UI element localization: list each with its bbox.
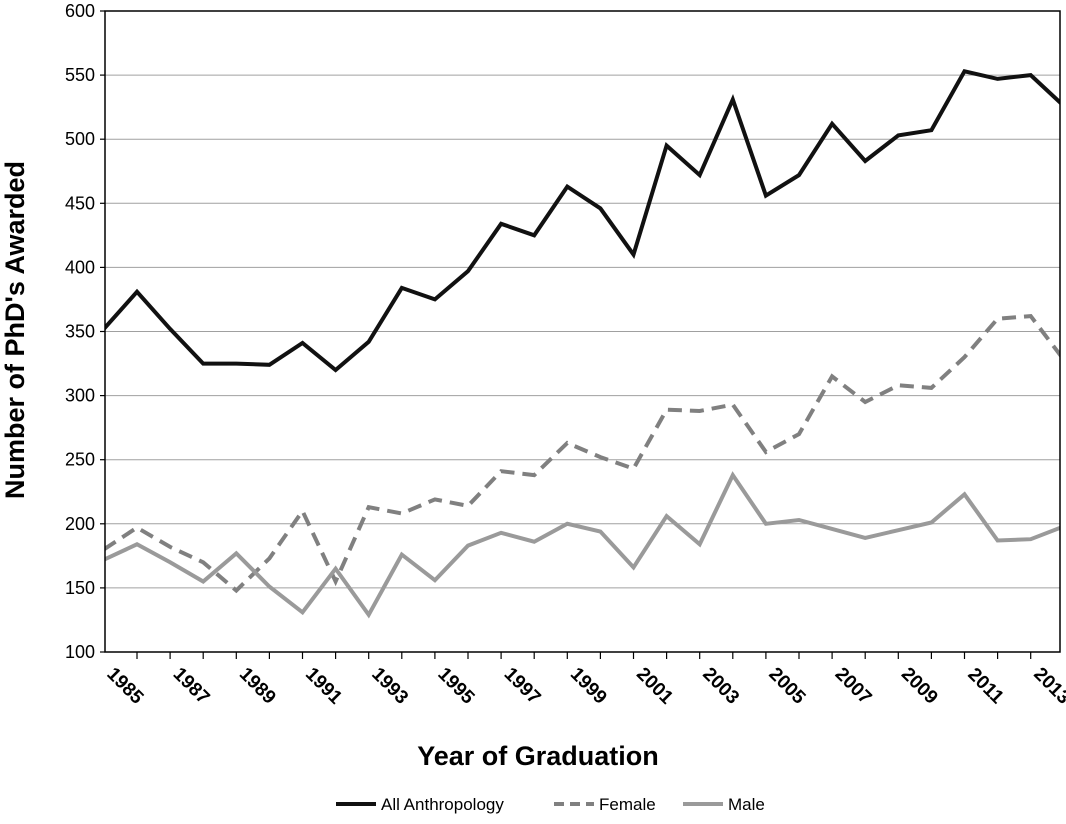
series-line-male <box>105 471 1060 619</box>
legend: All Anthropology Female Male <box>336 795 765 814</box>
legend-label-male: Male <box>728 795 765 814</box>
x-tick-label: 2011 <box>963 664 1007 708</box>
x-tick-label: 1989 <box>235 664 280 709</box>
x-tick-label: 1991 <box>301 664 346 709</box>
x-tick-label: 1995 <box>434 664 479 709</box>
x-tick-label: 2007 <box>831 664 876 709</box>
x-tick-label: 1999 <box>566 664 611 709</box>
y-tick-label: 200 <box>65 514 95 534</box>
series-line-all-anthropology <box>105 69 1060 373</box>
y-tick-label: 350 <box>65 322 95 342</box>
y-tick-label: 550 <box>65 65 95 85</box>
y-tick-label: 600 <box>65 1 95 21</box>
legend-label-all-anthropology: All Anthropology <box>381 795 504 814</box>
y-tick-label: 100 <box>65 642 95 662</box>
legend-label-female: Female <box>599 795 656 814</box>
y-axis-label: Number of PhD's Awarded <box>0 161 30 499</box>
x-tick-label: 2009 <box>897 664 942 709</box>
x-tick-label: 2003 <box>698 664 743 709</box>
y-tick-label: 450 <box>65 193 95 213</box>
series-line-female <box>105 314 1060 594</box>
x-tick-label: 2001 <box>632 664 677 709</box>
x-tick-label: 2013 <box>1029 664 1066 709</box>
y-tick-label: 150 <box>65 578 95 598</box>
x-tick-label: 2005 <box>765 664 810 709</box>
x-tick-label: 1997 <box>500 664 545 709</box>
y-tick-label: 500 <box>65 129 95 149</box>
y-tick-label: 400 <box>65 257 95 277</box>
y-tick-label: 250 <box>65 450 95 470</box>
x-tick-label: 1987 <box>169 664 214 709</box>
x-axis-label: Year of Graduation <box>417 741 659 771</box>
x-tick-label: 1993 <box>367 664 412 709</box>
x-tick-label: 1985 <box>103 664 148 709</box>
y-tick-label: 300 <box>65 386 95 406</box>
